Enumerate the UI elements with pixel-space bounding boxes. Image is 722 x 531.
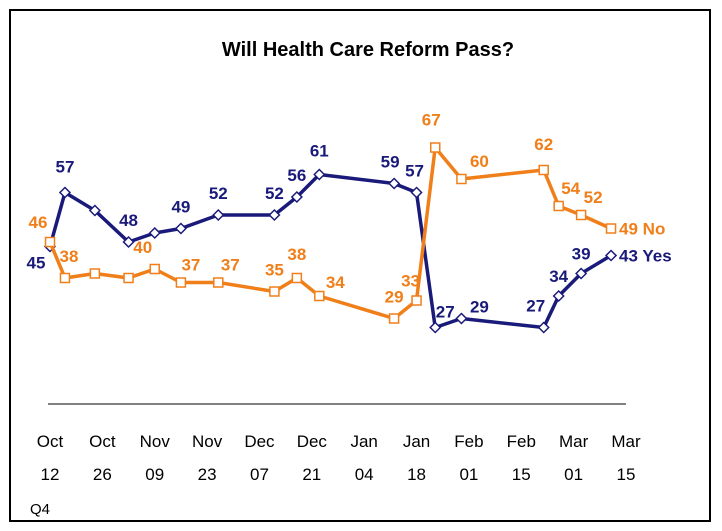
data-point-yes [552, 289, 565, 303]
data-point-no [89, 268, 101, 279]
x-tick-day: 12 [41, 465, 60, 484]
data-label-no: 37 [181, 256, 200, 275]
data-point-yes [429, 321, 442, 334]
data-label-no: 67 [422, 111, 441, 130]
x-tick-day: 01 [459, 465, 478, 484]
data-point-yes [212, 208, 225, 222]
data-point-yes [410, 186, 423, 199]
data-label-yes: 34 [549, 267, 568, 286]
data-point-no [123, 272, 134, 284]
x-tick-month: Feb [454, 432, 483, 451]
data-label-no: 35 [265, 261, 284, 280]
data-point-no [314, 290, 325, 302]
data-label-no: 38 [60, 247, 79, 266]
data-point-no [605, 223, 617, 234]
x-tick-day: 15 [512, 465, 531, 484]
data-label-yes: 48 [119, 211, 138, 230]
x-tick-month: Feb [507, 432, 536, 451]
data-label-yes: 29 [470, 298, 489, 317]
series-end-label-yes: 43 Yes [619, 247, 672, 266]
x-tick-month: Dec [244, 432, 275, 451]
data-label-no: 62 [534, 135, 553, 154]
series-line-no [48, 145, 612, 321]
data-label-yes: 57 [56, 158, 75, 177]
x-tick-day: 04 [355, 465, 374, 484]
x-tick-month: Mar [559, 432, 589, 451]
x-tick-month: Mar [611, 432, 641, 451]
data-label-no: 29 [385, 288, 404, 307]
data-label-yes: 45 [27, 254, 46, 273]
data-point-no [213, 277, 224, 288]
series-line-yes [48, 172, 612, 330]
data-point-yes [604, 249, 618, 262]
data-label-no: 60 [470, 152, 489, 171]
data-point-no [291, 272, 303, 284]
data-point-no [59, 272, 71, 284]
x-tick-month: Dec [297, 432, 328, 451]
x-tick-day: 07 [250, 465, 269, 484]
data-point-yes [388, 177, 401, 190]
data-point-no [538, 164, 549, 176]
data-point-yes [290, 190, 303, 204]
x-axis-ticks: Oct 12 Oct 26 Nov 09 Nov 23 Dec 07 Dec 21 Jan 04 Jan 18… [37, 432, 641, 484]
x-tick-day: 23 [198, 465, 217, 484]
x-tick-month: Oct [37, 432, 64, 451]
data-label-no: 33 [401, 272, 420, 291]
data-point-no [575, 209, 587, 221]
data-label-no: 37 [221, 256, 240, 275]
data-label-no: 40 [133, 238, 152, 257]
data-label-no: 52 [584, 188, 603, 207]
data-point-yes [575, 267, 588, 280]
x-tick-day: 21 [302, 465, 321, 484]
data-label-yes: 52 [209, 184, 228, 203]
data-label-yes: 59 [381, 153, 400, 172]
data-label-no: 46 [29, 213, 48, 232]
x-tick-day: 26 [93, 465, 112, 484]
data-point-yes [174, 222, 187, 235]
x-tick-month: Nov [192, 432, 223, 451]
data-label-yes: 27 [436, 303, 455, 322]
data-label-yes: 27 [526, 297, 545, 316]
data-point-yes [313, 168, 326, 181]
data-label-yes: 57 [405, 162, 424, 181]
data-point-no [553, 200, 564, 212]
data-label-no: 38 [287, 245, 306, 264]
series-end-label-no: 49 No [619, 220, 665, 239]
data-point-yes [148, 226, 161, 240]
data-point-yes [455, 312, 468, 325]
data-point-yes [268, 208, 281, 222]
data-point-no [388, 313, 400, 324]
data-point-no [149, 263, 160, 275]
x-tick-month: Jan [350, 432, 377, 451]
data-label-yes: 56 [287, 166, 306, 185]
data-point-no [175, 277, 187, 288]
x-tick-day: 18 [407, 465, 426, 484]
data-point-no [456, 173, 467, 185]
data-point-no [429, 142, 441, 153]
x-tick-day: 01 [564, 465, 583, 484]
data-point-no [411, 295, 422, 306]
data-label-no: 54 [561, 179, 580, 198]
x-tick-month: Nov [140, 432, 171, 451]
x-tick-day: 09 [145, 465, 164, 484]
x-tick-month: Jan [403, 432, 430, 451]
x-tick-month: Oct [89, 432, 116, 451]
data-point-yes [88, 204, 101, 217]
data-point-no [269, 286, 280, 297]
chart-title: Will Health Care Reform Pass? [222, 39, 514, 61]
data-label-yes: 39 [572, 245, 591, 264]
x-tick-day: 15 [617, 465, 636, 484]
data-label-yes: 61 [310, 142, 329, 161]
data-label-yes: 52 [265, 184, 284, 203]
data-label-no: 34 [326, 273, 345, 292]
data-point-no [44, 236, 56, 248]
footnote: Q4 [30, 501, 50, 518]
data-point-yes [58, 186, 72, 199]
data-label-yes: 49 [171, 198, 190, 217]
data-point-yes [537, 321, 550, 334]
data-point-yes [122, 235, 135, 249]
